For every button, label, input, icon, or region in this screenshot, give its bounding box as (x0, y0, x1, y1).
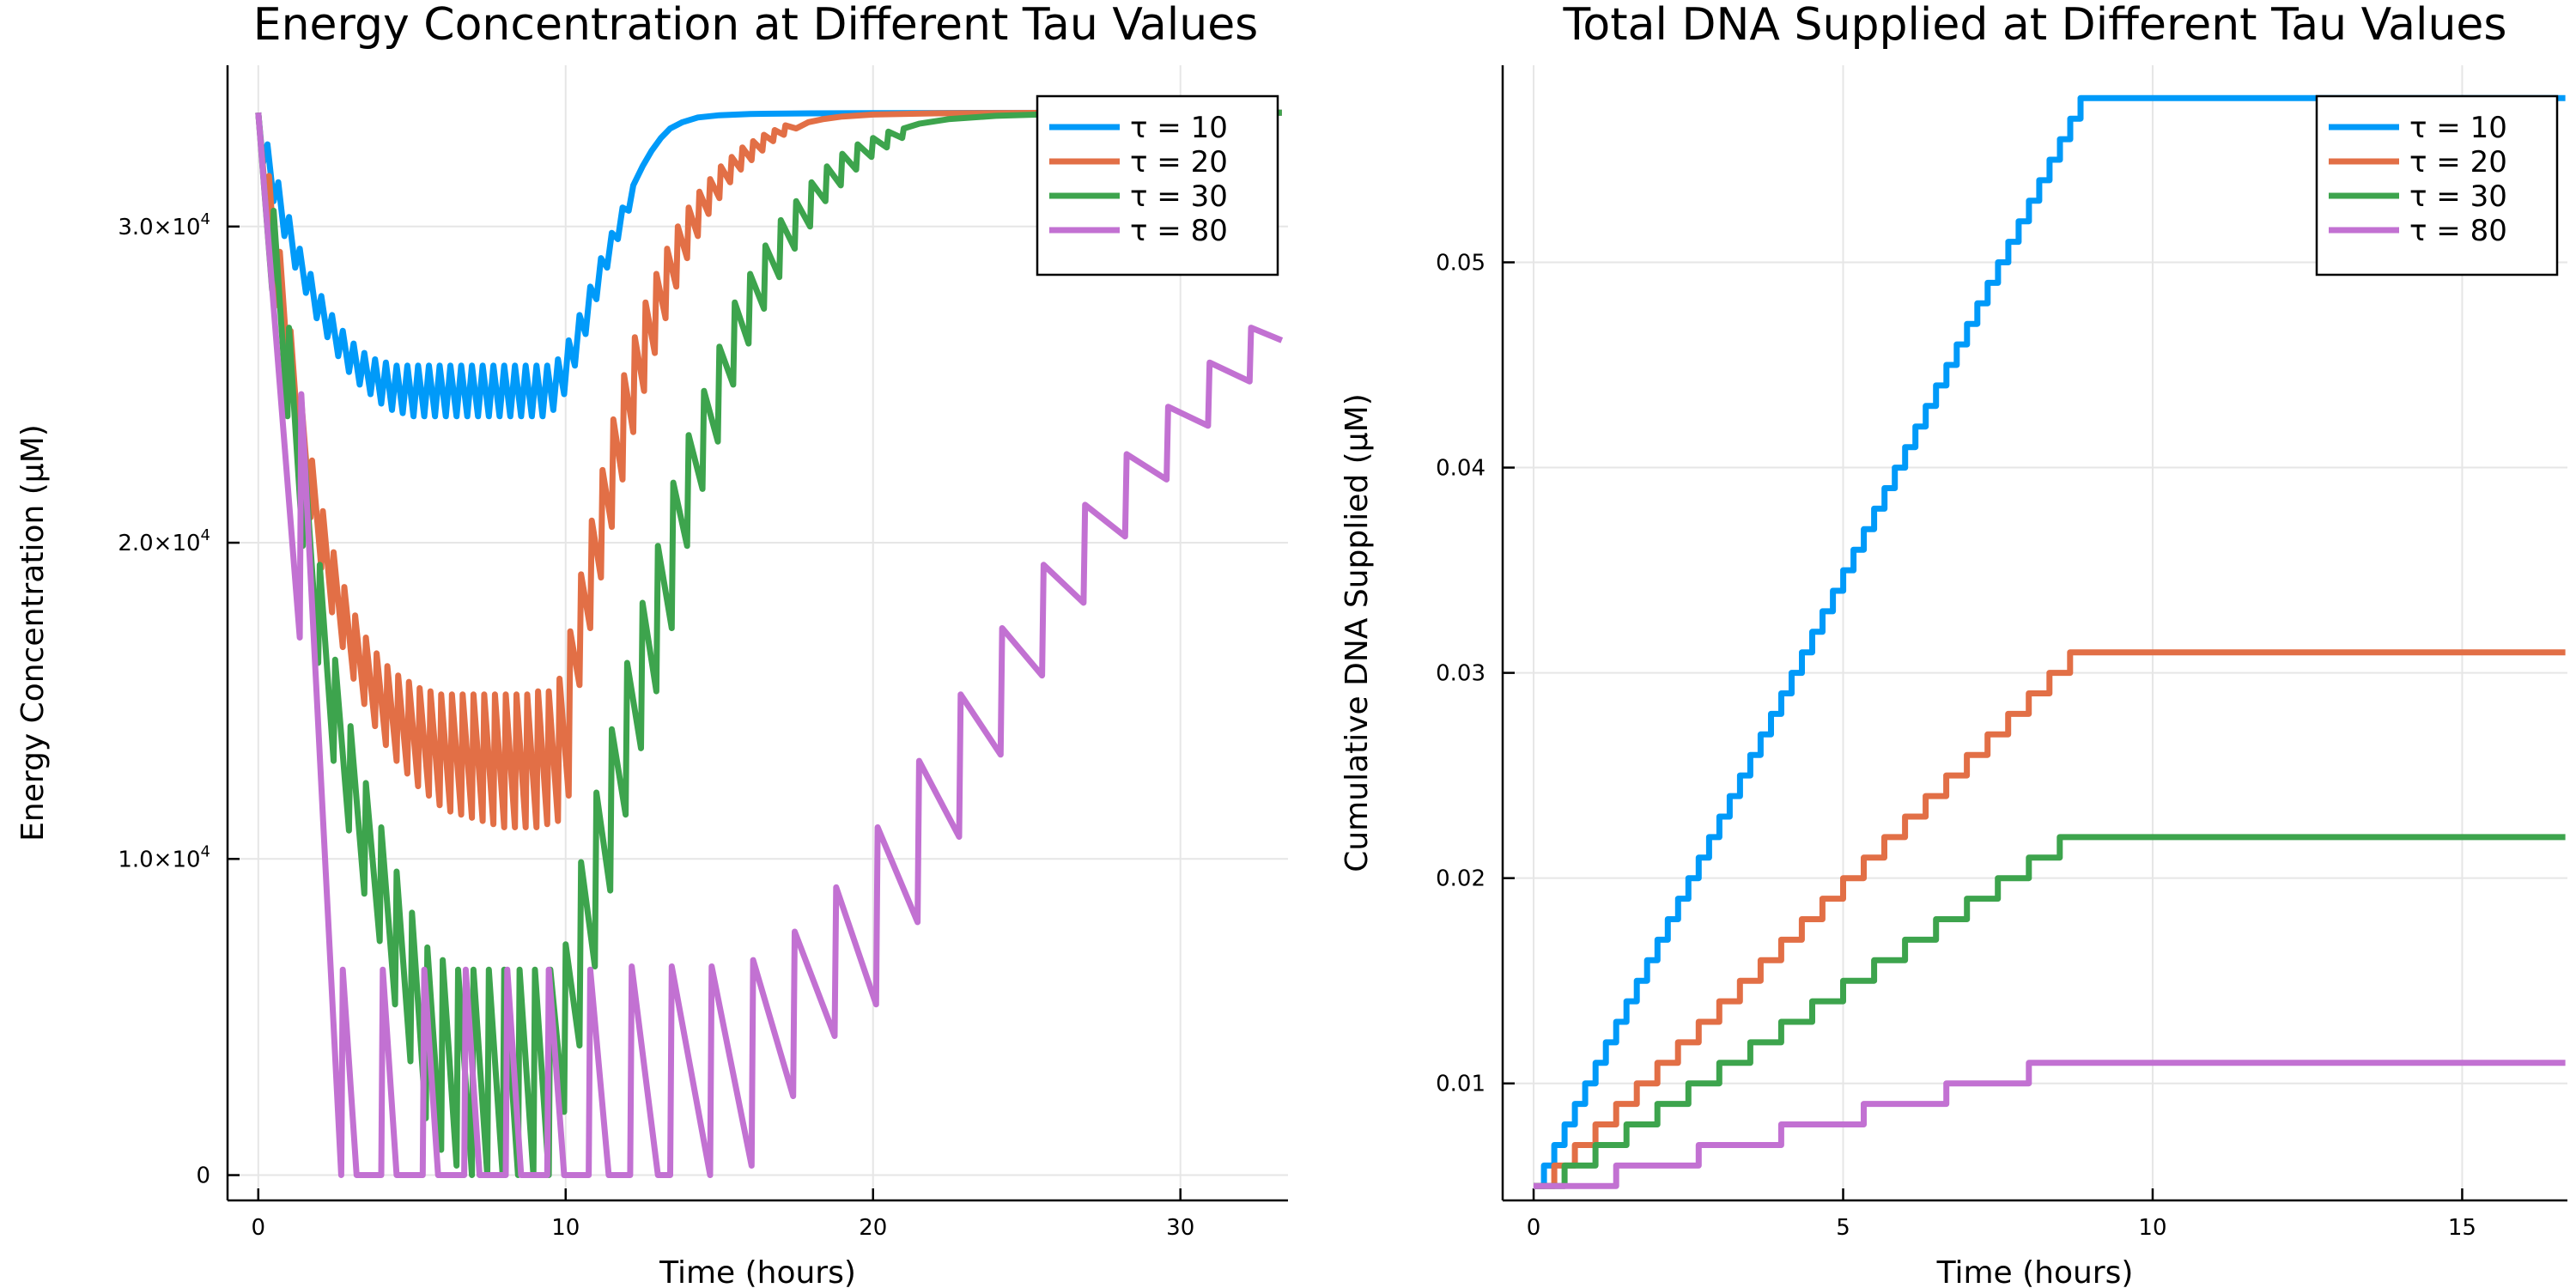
legend-frame (1036, 94, 1279, 276)
y-tick-label: 1.0×104 (118, 842, 210, 872)
series-group (1534, 94, 2566, 1189)
y-tick-exponent: 4 (201, 526, 210, 544)
y-axis-label: Energy Concentration (μM) (15, 424, 51, 841)
x-tick-label: 30 (1166, 1215, 1194, 1241)
y-tick-label: 0 (196, 1163, 210, 1189)
y-tick-label: 0.04 (1436, 456, 1485, 482)
x-axis-label: Time (hours) (1936, 1255, 2134, 1288)
y-tick-label: 0.01 (1436, 1072, 1485, 1097)
x-axis-label: Time (hours) (659, 1255, 856, 1288)
legend-label: τ = 30 (1130, 179, 1228, 214)
y-tick-label: 0.05 (1436, 250, 1485, 276)
chart-title: Total DNA Supplied at Different Tau Valu… (1562, 0, 2506, 51)
series-group (255, 109, 1284, 1178)
y-tick-exponent: 4 (201, 842, 210, 860)
x-tick-label: 0 (1527, 1215, 1541, 1241)
legend-label: τ = 10 (2409, 111, 2507, 145)
y-tick-label: 0.03 (1436, 661, 1485, 687)
x-tick-label: 10 (551, 1215, 580, 1241)
y-tick-exponent: 4 (201, 210, 210, 228)
legend-label: τ = 80 (2409, 214, 2507, 248)
legend-label: τ = 80 (1130, 214, 1228, 248)
series-line-tau-10 (1534, 94, 2566, 1189)
series-line-tau-20 (1534, 649, 2566, 1189)
legend-label: τ = 30 (2409, 179, 2507, 214)
y-tick-mantissa: 0 (196, 1163, 210, 1189)
series-line-tau-20 (255, 109, 1282, 830)
y-tick-label: 0.02 (1436, 866, 1485, 892)
y-tick-mantissa: 3.0×10 (118, 215, 200, 240)
x-tick-label: 15 (2448, 1215, 2476, 1241)
series-line-tau-30 (1534, 834, 2566, 1189)
legend-label: τ = 20 (2409, 145, 2507, 179)
series-line-tau-10 (255, 109, 1282, 420)
y-tick-label: 3.0×104 (118, 210, 210, 240)
series-line-tau-80 (1534, 1060, 2566, 1189)
legend-label: τ = 10 (1130, 111, 1228, 145)
legend: τ = 10τ = 20τ = 30τ = 80 (1036, 94, 1279, 276)
x-tick-label: 5 (1836, 1215, 1850, 1241)
x-tick-label: 10 (2138, 1215, 2166, 1241)
y-tick-label: 2.0×104 (118, 526, 210, 556)
y-axis-label: Cumulative DNA Supplied (μM) (1340, 393, 1375, 872)
dna-supplied-panel: 0 5 10 15 0.01 0.02 0.03 0.04 0.05 Total DNA Supp… (1340, 0, 2567, 1288)
x-tick-label: 20 (859, 1215, 887, 1241)
legend-label: τ = 20 (1130, 145, 1228, 179)
legend: τ = 10τ = 20τ = 30τ = 80 (2315, 94, 2559, 276)
x-tick-label: 0 (252, 1215, 266, 1241)
series-line-tau-30 (255, 109, 1282, 1178)
y-tick-mantissa: 1.0×10 (118, 847, 200, 872)
chart-title: Energy Concentration at Different Tau Va… (253, 0, 1259, 51)
series-line-tau-80 (255, 112, 1284, 1178)
y-tick-mantissa: 2.0×10 (118, 531, 200, 556)
